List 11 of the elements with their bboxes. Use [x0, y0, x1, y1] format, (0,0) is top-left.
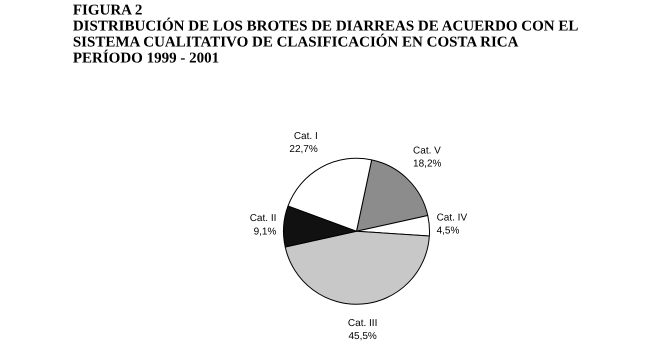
chart-title: FIGURA 2 DISTRIBUCIÓN DE LOS BROTES DE DIARREAS DE ACUERDO CON EL SISTEMA CUALITATIVO DE CLASIFICACIÓN EN COSTA RICA PERÍODO 1999 - 2001	[72, 2, 578, 66]
slice-label: Cat. II	[250, 213, 276, 224]
data-label: 22,7%	[289, 144, 318, 156]
data-label: 4,5%	[436, 226, 460, 237]
slice-label: Cat. III	[348, 318, 378, 330]
data-label: 18,2%	[413, 158, 442, 170]
data-label: 45,5%	[348, 331, 377, 342]
slice-label: Cat. IV	[436, 212, 468, 224]
data-label: 9,1%	[254, 226, 276, 238]
slice-label: Cat. I	[294, 130, 318, 142]
slice-label: Cat. V	[413, 145, 442, 156]
